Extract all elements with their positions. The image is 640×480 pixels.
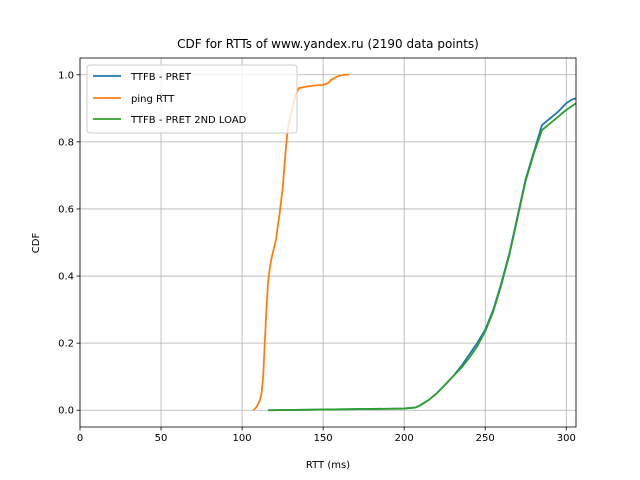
x-tick-label: 150 xyxy=(314,433,333,444)
plot-frame xyxy=(79,57,577,428)
axis-ticks: 0 50 100 150 200 250 300 0.0 0.2 0.4 0.6 0.8 1.0 xyxy=(58,70,576,444)
x-tick-label: 50 xyxy=(155,433,168,444)
y-tick-label: 0.2 xyxy=(58,339,74,350)
y-tick-label: 1.0 xyxy=(58,70,74,81)
x-tick-label: 200 xyxy=(395,433,414,444)
x-tick-label: 250 xyxy=(476,433,495,444)
y-axis-label: CDF xyxy=(31,233,42,254)
x-tick-label: 300 xyxy=(557,433,576,444)
y-tick-label: 0.4 xyxy=(58,272,74,283)
legend-box xyxy=(86,64,298,134)
legend: TTFB - PRET ping RTT TTFB - PRET 2ND LOA… xyxy=(86,64,298,134)
legend-label-ttfb-pret: TTFB - PRET xyxy=(130,72,192,83)
y-tick-label: 0.8 xyxy=(58,137,74,148)
legend-label-ttfb-pret-2nd-load: TTFB - PRET 2ND LOAD xyxy=(130,115,247,126)
series-ttfb-pret-2nd-load-line xyxy=(268,102,576,412)
x-tick-label: 100 xyxy=(233,433,252,444)
series-layer xyxy=(252,73,576,412)
y-tick-label: 0.0 xyxy=(58,406,74,417)
chart-title: CDF for RTTs of www.yandex.ru (2190 data… xyxy=(177,37,479,51)
y-tick-label: 0.6 xyxy=(58,204,74,215)
x-tick-label: 0 xyxy=(77,433,83,444)
series-ping-rtt-line xyxy=(252,73,350,411)
legend-label-ping-rtt: ping RTT xyxy=(131,94,175,105)
x-axis-label: RTT (ms) xyxy=(306,460,350,471)
